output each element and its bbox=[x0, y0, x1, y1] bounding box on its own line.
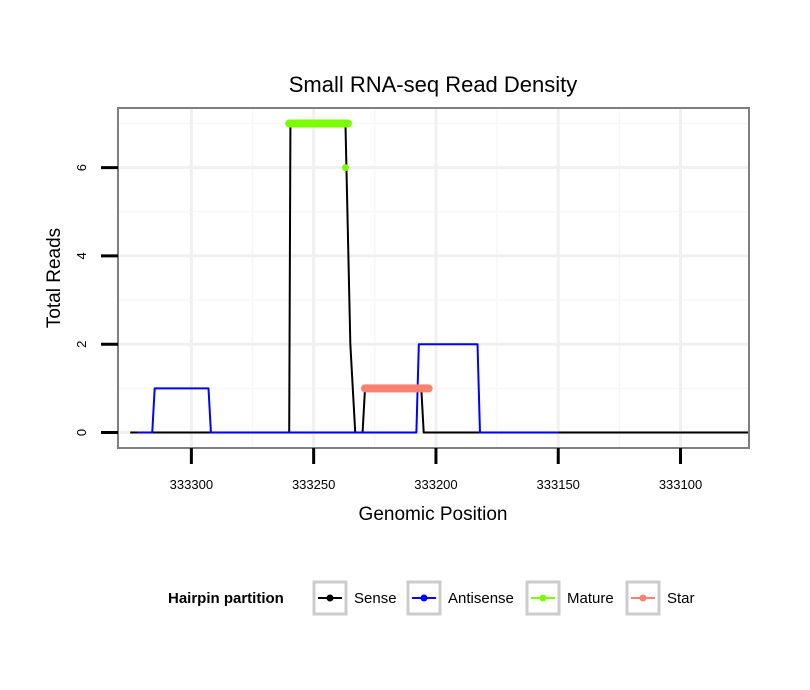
x-axis: 333300 333250 333200 333150 333100 bbox=[170, 448, 702, 492]
legend-dot-star bbox=[639, 594, 647, 602]
y-axis: 0 2 4 6 bbox=[74, 164, 118, 436]
legend-title: Hairpin partition bbox=[168, 590, 284, 607]
series-antisense-line bbox=[137, 343, 559, 434]
plot-panel bbox=[117, 107, 750, 449]
x-tick-label: 333250 bbox=[292, 477, 335, 492]
x-tick-label: 333200 bbox=[414, 477, 457, 492]
plot-border bbox=[117, 107, 750, 449]
y-tick-label: 2 bbox=[74, 341, 89, 348]
legend-dot-sense bbox=[326, 594, 334, 602]
legend-label-star: Star bbox=[667, 590, 695, 607]
legend-label-sense: Sense bbox=[354, 590, 397, 607]
x-axis-title: Genomic Position bbox=[359, 504, 508, 525]
chart-title: Small RNA-seq Read Density bbox=[289, 72, 578, 97]
series-mature-point bbox=[341, 164, 349, 172]
x-tick-label: 333100 bbox=[659, 477, 702, 492]
legend-dot-antisense bbox=[420, 594, 428, 602]
y-tick-label: 4 bbox=[74, 252, 89, 259]
legend-label-mature: Mature bbox=[567, 590, 614, 607]
x-tick-label: 333300 bbox=[170, 477, 213, 492]
series-layer bbox=[130, 119, 749, 434]
y-tick-label: 0 bbox=[74, 429, 89, 436]
legend: Hairpin partition Sense Antisense Mature St… bbox=[168, 580, 695, 616]
x-tick-label: 333150 bbox=[537, 477, 580, 492]
legend-label-antisense: Antisense bbox=[448, 590, 514, 607]
y-tick-label: 6 bbox=[74, 164, 89, 171]
y-axis-title: Total Reads bbox=[44, 228, 65, 328]
legend-dot-mature bbox=[539, 594, 547, 602]
minor-gridlines bbox=[118, 108, 749, 448]
